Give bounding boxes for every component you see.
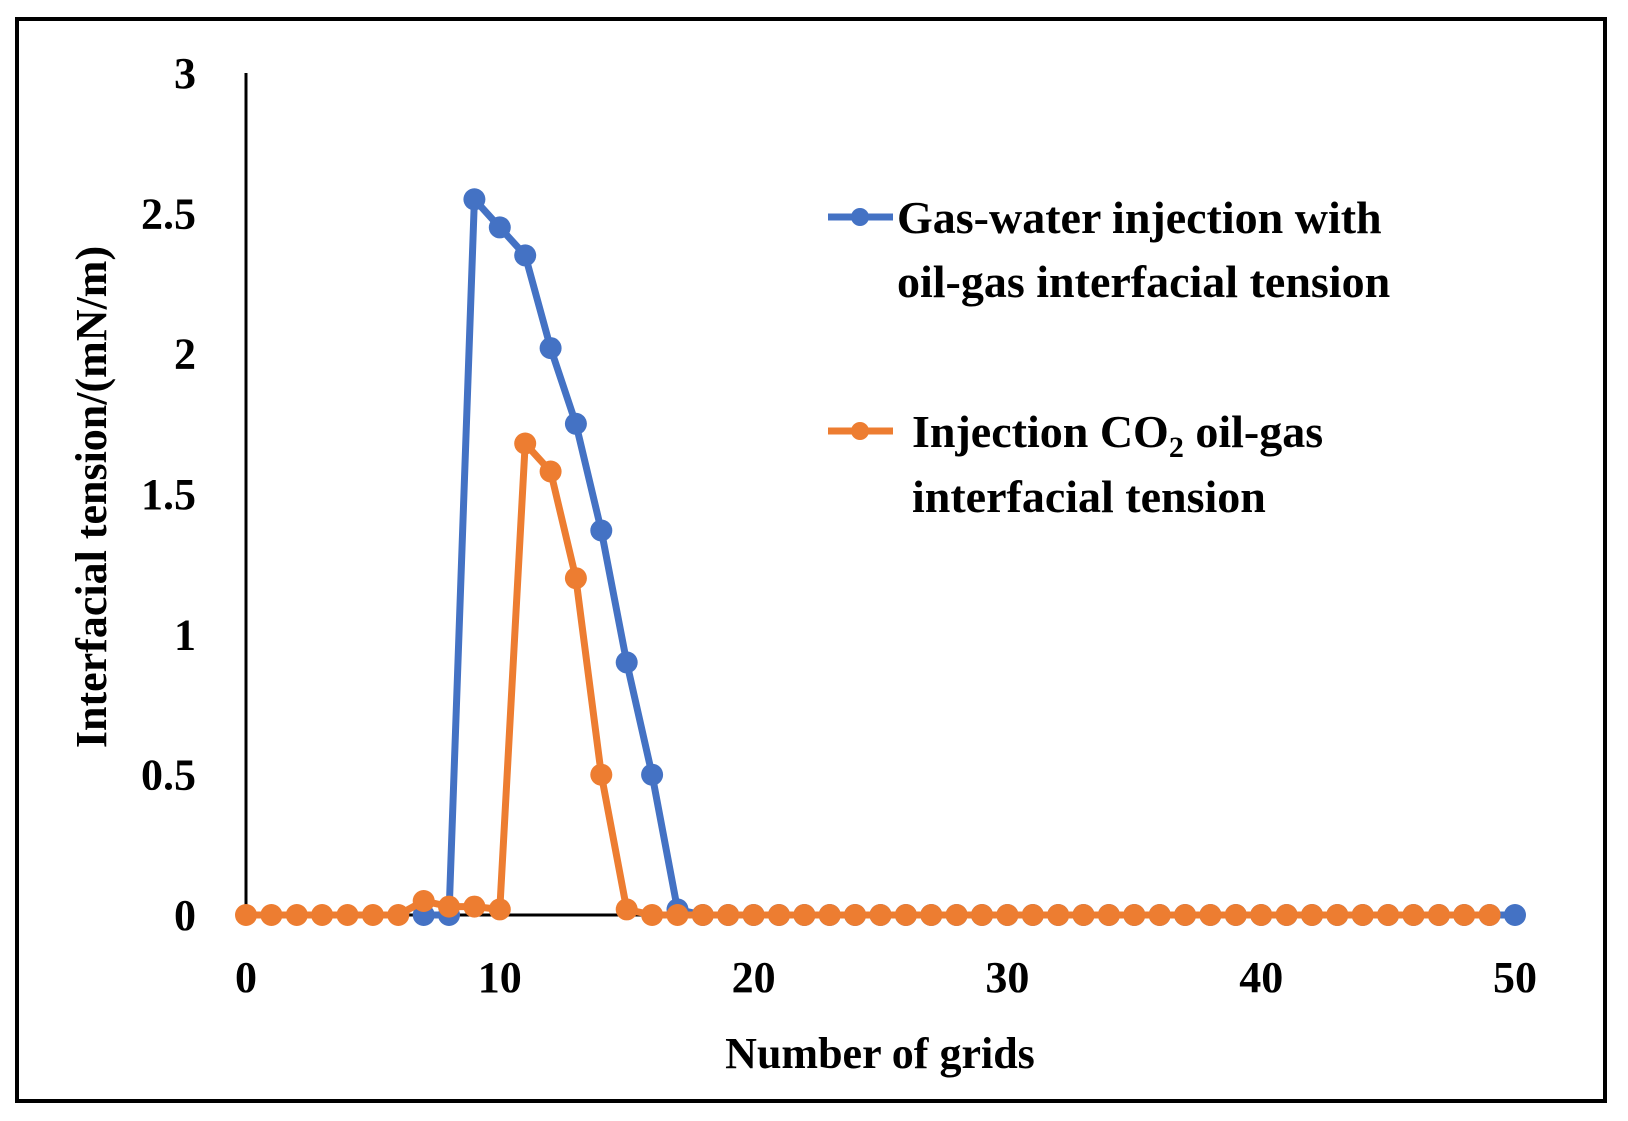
data-point [1097, 904, 1120, 926]
data-point [1504, 904, 1526, 926]
y-tick-label: 2 [174, 330, 196, 379]
legend-label-gas-water-line2: oil-gas interfacial tension [897, 256, 1390, 307]
data-point [1148, 904, 1171, 926]
series-layer [235, 188, 1526, 926]
data-point [1047, 904, 1070, 926]
data-point [1301, 904, 1323, 926]
data-point [260, 904, 283, 926]
y-axis-title: Interfacial tension/(mN/m) [67, 246, 116, 748]
data-point [945, 904, 968, 926]
data-point [920, 904, 943, 926]
series-1 [235, 432, 1501, 926]
data-point [818, 904, 841, 926]
data-point [1351, 904, 1374, 926]
x-tick-label: 0 [235, 953, 257, 1002]
data-point [1224, 904, 1247, 926]
data-point [514, 244, 537, 267]
data-point [539, 460, 562, 483]
data-point [412, 890, 435, 912]
legend-label-co2-part1: Injection CO [912, 406, 1169, 457]
data-point [844, 904, 867, 926]
data-point [1326, 904, 1349, 926]
y-tick-label: 1 [174, 610, 196, 659]
data-point [666, 904, 689, 926]
data-point [235, 904, 257, 926]
data-point [514, 432, 537, 455]
data-point [463, 188, 486, 211]
data-point [768, 904, 790, 926]
data-point [691, 904, 714, 926]
data-point [717, 904, 740, 926]
data-point [1174, 904, 1197, 926]
data-point [564, 567, 587, 590]
legend-item-gas-water: Gas-water injection with oil-gas interfa… [828, 192, 1390, 307]
x-tick-label: 50 [1493, 953, 1537, 1002]
data-point [894, 904, 917, 926]
data-point [1021, 904, 1044, 926]
legend-label-co2-subscript: 2 [1169, 431, 1184, 464]
data-point [1402, 904, 1425, 926]
data-point [438, 895, 460, 918]
data-point [463, 895, 486, 918]
x-tick-label: 30 [985, 953, 1029, 1002]
y-tick-label: 0.5 [141, 751, 196, 800]
data-point [869, 904, 892, 926]
data-point [1377, 904, 1400, 926]
data-point [1072, 904, 1095, 926]
data-point [1250, 904, 1273, 926]
data-point [996, 904, 1019, 926]
y-tick-label: 0 [174, 891, 196, 940]
data-point [590, 519, 613, 542]
legend-item-co2: Injection CO2 oil-gas interfacial tensio… [828, 406, 1323, 522]
y-tick-label: 2.5 [141, 189, 196, 238]
legend-marker-gas-water [851, 208, 869, 226]
x-tick-label: 20 [732, 953, 776, 1002]
data-point [615, 898, 638, 921]
data-point [1453, 904, 1476, 926]
data-point [488, 898, 511, 921]
data-point [615, 651, 638, 674]
data-point [285, 904, 308, 926]
data-point [361, 904, 384, 926]
y-tick-label: 1.5 [141, 470, 196, 519]
x-tick-label: 40 [1239, 953, 1283, 1002]
x-tick-labels: 0 10 20 30 40 50 [235, 953, 1537, 1002]
data-point [1275, 904, 1298, 926]
data-point [793, 904, 816, 926]
data-point [971, 904, 993, 926]
data-point [387, 904, 410, 926]
legend-label-co2-part3: oil-gas [1184, 406, 1323, 457]
data-point [742, 904, 765, 926]
legend-label-co2-line2: interfacial tension [912, 471, 1266, 522]
data-point [539, 337, 562, 360]
legend: Gas-water injection with oil-gas interfa… [828, 192, 1390, 522]
x-tick-label: 10 [478, 953, 522, 1002]
y-tick-label: 3 [174, 49, 196, 98]
y-tick-labels: 0 0.5 1 1.5 2 2.5 3 [141, 49, 196, 940]
series-line [246, 440, 1490, 919]
data-point [1199, 904, 1222, 926]
data-point [641, 763, 664, 786]
data-point [336, 904, 359, 926]
x-axis-title: Number of grids [725, 1029, 1035, 1078]
legend-label-co2-line1: Injection CO2 oil-gas [912, 406, 1323, 464]
data-point [311, 904, 334, 926]
legend-marker-co2 [851, 422, 869, 440]
legend-label-gas-water-line1: Gas-water injection with [897, 192, 1382, 243]
data-point [590, 763, 613, 786]
data-point [1427, 904, 1450, 926]
data-point [641, 904, 664, 926]
data-point [488, 216, 511, 239]
data-point [1478, 904, 1501, 926]
data-point [564, 412, 587, 435]
data-point [1123, 904, 1146, 926]
